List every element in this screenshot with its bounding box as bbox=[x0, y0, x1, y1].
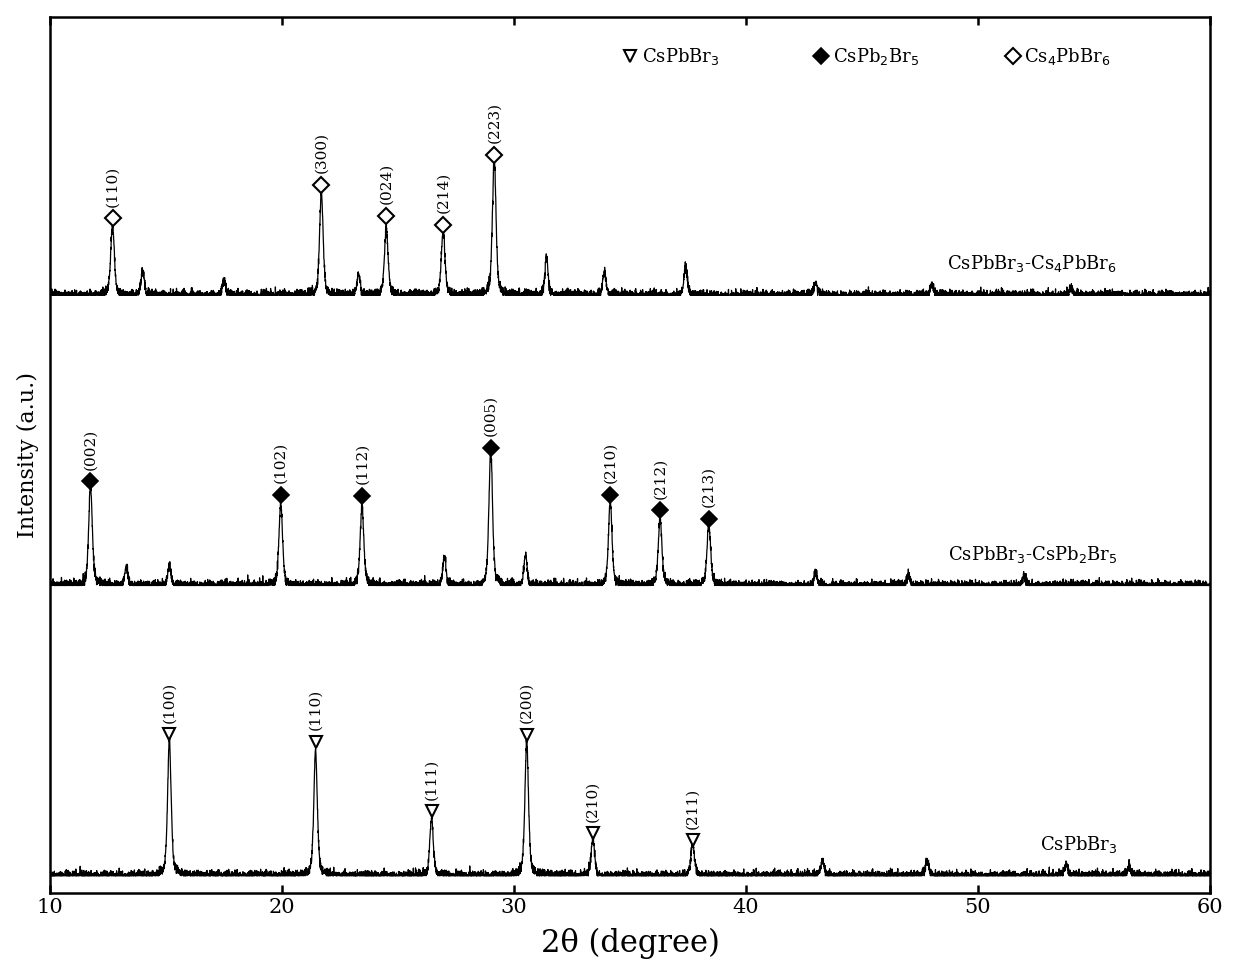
Text: (100): (100) bbox=[162, 681, 176, 722]
Text: (210): (210) bbox=[603, 442, 618, 483]
Text: (212): (212) bbox=[653, 458, 667, 499]
Text: (214): (214) bbox=[436, 172, 450, 213]
Text: Cs$_4$PbBr$_6$: Cs$_4$PbBr$_6$ bbox=[1024, 46, 1111, 66]
Text: CsPbBr$_3$: CsPbBr$_3$ bbox=[641, 46, 719, 66]
X-axis label: 2θ (degree): 2θ (degree) bbox=[541, 928, 719, 959]
Text: (300): (300) bbox=[315, 132, 329, 173]
Text: (213): (213) bbox=[702, 467, 715, 508]
Text: (024): (024) bbox=[379, 163, 393, 204]
Text: (200): (200) bbox=[520, 682, 533, 723]
Text: (110): (110) bbox=[105, 166, 119, 207]
Text: (002): (002) bbox=[83, 428, 98, 469]
Text: (211): (211) bbox=[686, 788, 699, 829]
Text: CsPbBr$_3$-Cs$_4$PbBr$_6$: CsPbBr$_3$-Cs$_4$PbBr$_6$ bbox=[947, 254, 1117, 274]
Text: (112): (112) bbox=[355, 443, 370, 484]
Text: (210): (210) bbox=[585, 780, 600, 822]
Text: (223): (223) bbox=[487, 102, 501, 143]
Text: (111): (111) bbox=[424, 758, 439, 799]
Text: CsPbBr$_3$-CsPb$_2$Br$_5$: CsPbBr$_3$-CsPb$_2$Br$_5$ bbox=[947, 544, 1117, 564]
Text: CsPb$_2$Br$_5$: CsPb$_2$Br$_5$ bbox=[833, 46, 919, 66]
Text: (005): (005) bbox=[484, 395, 497, 436]
Y-axis label: Intensity (a.u.): Intensity (a.u.) bbox=[16, 372, 38, 538]
Text: (102): (102) bbox=[274, 442, 288, 483]
Text: (110): (110) bbox=[309, 689, 322, 730]
Text: CsPbBr$_3$: CsPbBr$_3$ bbox=[1039, 834, 1117, 855]
